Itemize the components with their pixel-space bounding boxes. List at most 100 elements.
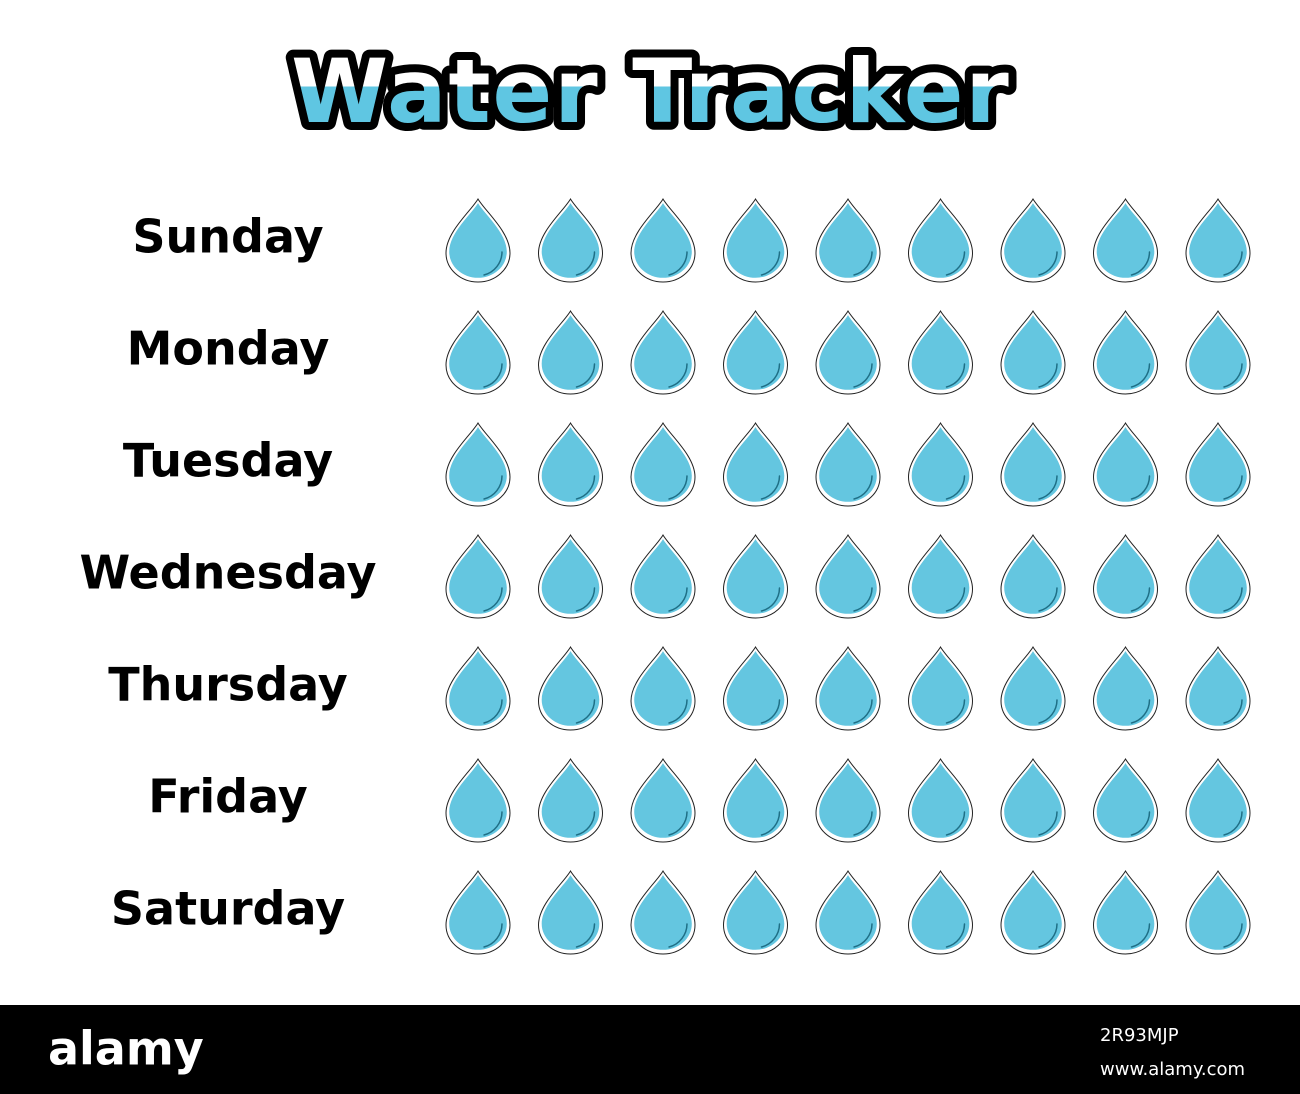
drop-shine [853,811,873,836]
day-label: Wednesday [79,546,376,600]
drop-shine [1223,587,1243,612]
water-drop [1093,310,1158,395]
water-drop [1093,534,1158,619]
water-drop [1093,758,1158,843]
drop-shine [1038,363,1058,388]
water-drop [1000,534,1066,619]
brand: alamy [48,1022,204,1076]
drop-shine [853,251,873,276]
water-drop [445,646,511,731]
drop-shine [853,363,873,388]
drop-shine [945,363,966,388]
water-drop [630,646,696,731]
drop-shine [1038,587,1058,612]
water-drop [908,422,973,507]
day-label: Tuesday [123,434,333,488]
drop-shine [1223,475,1243,500]
water-drop [815,422,881,507]
water-drop [1000,422,1066,507]
water-drop [538,534,603,619]
drop-shine [575,811,596,836]
water-drop [723,198,788,283]
drop-shine [575,251,596,276]
drop-shine [575,363,596,388]
drop-shine [668,251,688,276]
water-drop [445,870,511,955]
water-drop [1000,310,1066,395]
water-drop [630,870,696,955]
water-drop [908,198,973,283]
drop-shine [668,699,688,724]
drop-shine [1223,811,1243,836]
water-drop [1093,646,1158,731]
day-label: Thursday [108,658,347,712]
tracker-rows: Sunday Monday Tuesday Wednesday Thursday Frid… [79,198,1251,955]
day-label: Sunday [132,210,323,264]
drop-shine [1038,251,1058,276]
drop-shine [1130,811,1151,836]
title-outline: Water Tracker [291,40,1011,143]
drop-shine [1038,475,1058,500]
drop-shine [483,251,503,276]
drop-shine [1223,699,1243,724]
drop-shine [853,587,873,612]
drop-shine [668,363,688,388]
water-drop [1093,198,1158,283]
drop-shine [760,587,781,612]
water-drop [723,870,788,955]
water-drop [538,198,603,283]
day-label: Monday [127,322,330,376]
water-drop [908,310,973,395]
drop-shine [1038,923,1058,948]
drop-shine [668,587,688,612]
drop-shine [1130,587,1151,612]
water-drop [723,422,788,507]
water-drop [445,422,511,507]
drop-shine [945,811,966,836]
footer-bar [0,1005,1300,1094]
water-drop [815,758,881,843]
water-drop [1185,310,1251,395]
drop-shine [668,475,688,500]
drop-shine [575,587,596,612]
drop-shine [760,475,781,500]
water-drop [630,422,696,507]
water-drop [1000,870,1066,955]
day-label: Saturday [111,882,345,936]
drop-shine [760,923,781,948]
water-drop [908,646,973,731]
water-drop [445,758,511,843]
drop-shine [945,475,966,500]
water-drop [1185,534,1251,619]
drop-shine [1038,699,1058,724]
water-drop [1093,870,1158,955]
water-drop [908,758,973,843]
drop-shine [945,587,966,612]
drop-shine [760,699,781,724]
drop-shine [945,251,966,276]
drop-shine [1223,923,1243,948]
water-drop [908,870,973,955]
drop-shine [1223,363,1243,388]
drop-shine [483,587,503,612]
drop-shine [483,811,503,836]
drop-shine [1130,923,1151,948]
drop-shine [575,475,596,500]
water-drop [445,310,511,395]
water-drop [538,646,603,731]
water-drop [538,422,603,507]
drop-shine [1038,811,1058,836]
water-drop [1185,198,1251,283]
water-drop [445,534,511,619]
water-drop [1185,870,1251,955]
drop-shine [760,251,781,276]
water-drop [1093,422,1158,507]
water-drop [723,310,788,395]
drop-shine [945,923,966,948]
drop-shine [853,923,873,948]
drop-shine [668,811,688,836]
drop-shine [945,699,966,724]
water-drop [815,870,881,955]
drop-shine [483,363,503,388]
drop-shine [483,923,503,948]
